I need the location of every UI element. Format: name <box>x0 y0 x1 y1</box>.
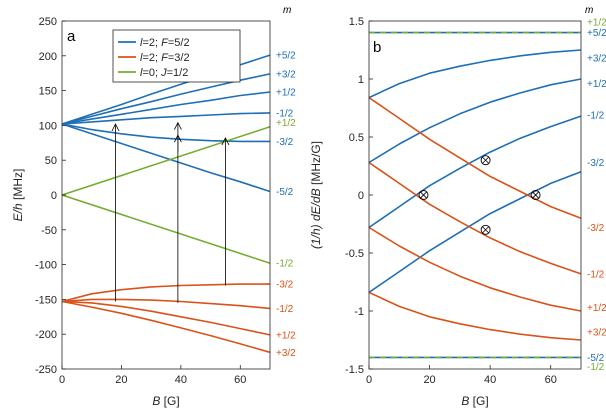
m-label: +3/2 <box>276 348 296 359</box>
series-line-green-7 <box>61 194 271 264</box>
series-line-orange-8 <box>368 226 582 312</box>
y-tick-label: 50 <box>45 155 57 167</box>
series-line-blue-2 <box>368 49 582 99</box>
series-line-orange-11 <box>61 300 271 354</box>
series-line-blue-2 <box>61 91 271 125</box>
panel-b-label: b <box>373 39 381 56</box>
m-label: +1/2 <box>587 79 606 90</box>
crossing-marker-cross-b-0 <box>420 191 427 199</box>
series-line-blue-5 <box>61 123 271 193</box>
y-tick-label: -50 <box>41 225 57 237</box>
y-tick-label: -1.5 <box>345 364 364 376</box>
series-line-blue-4 <box>368 115 582 229</box>
series-line-orange-6 <box>368 96 582 219</box>
panel-b: 0 20 40 60-1.5-1-0.500.511.5 +1/2+5/2+3/2+1/… <box>309 5 606 408</box>
legend: l=2; F=5/2 l=2; F=3/2 l=0; J=1/2 <box>112 29 241 83</box>
series-line-blue-4 <box>61 123 270 143</box>
y-tick-label: -250 <box>35 364 57 376</box>
m-label: -1/2 <box>587 362 605 373</box>
m-label: +5/2 <box>276 51 296 62</box>
x-tick-label: 20 <box>423 374 435 386</box>
crossing-marker-cross-b-3 <box>532 191 540 199</box>
y-tick-label: 150 <box>39 86 57 98</box>
m-label: -3/2 <box>276 137 294 148</box>
legend-entry-l2-f32: l=2; F=3/2 <box>140 52 190 64</box>
x-tick-label: 20 <box>115 374 127 386</box>
x-tick-label: 0 <box>59 374 65 386</box>
transition-arrowhead-3 <box>221 137 230 146</box>
m-label: +1/2 <box>276 87 296 98</box>
y-tick-label: -0.5 <box>345 248 364 260</box>
m-label: +3/2 <box>587 327 606 338</box>
y-tick-label: 0.5 <box>349 132 364 144</box>
panel-b-m-header: m <box>585 5 593 16</box>
panel-b-axes-frame <box>368 20 582 370</box>
m-label: -1/2 <box>587 110 605 121</box>
m-label: -1/2 <box>276 108 294 119</box>
panel-a-label: a <box>67 28 76 45</box>
m-label: +1/2 <box>587 303 606 314</box>
m-label: -3/2 <box>587 223 605 234</box>
series-line-orange-8 <box>61 283 270 303</box>
x-tick-label: 60 <box>545 374 557 386</box>
series-line-blue-5 <box>368 171 582 294</box>
series-line-green-6 <box>61 126 271 196</box>
transition-arrowhead-1 <box>174 121 182 130</box>
m-label: +1/2 <box>276 330 296 341</box>
y-tick-label: 250 <box>39 16 57 28</box>
x-tick-label: 40 <box>175 374 187 386</box>
legend-box <box>112 29 241 83</box>
crossing-marker-0 <box>418 190 429 200</box>
series-line-orange-9 <box>368 291 582 341</box>
panel-a-x-axis-label: B [G] <box>152 394 179 408</box>
crossing-marker-cross-b-2 <box>482 226 490 234</box>
m-label: +3/2 <box>587 54 606 65</box>
panel-b-x-axis-label: B [G] <box>461 394 488 408</box>
series-line-blue-3 <box>61 112 271 125</box>
panel-a-m-header: m <box>283 5 291 16</box>
y-tick-label: -100 <box>35 260 57 272</box>
y-tick-label: 100 <box>39 120 57 132</box>
y-tick-label: 200 <box>39 51 57 63</box>
m-label: -5/2 <box>587 353 605 364</box>
panel-b-y-axis-label: (1/h) dE/dB [MHz/G] <box>309 141 323 249</box>
m-label: -1/2 <box>587 269 605 280</box>
y-tick-label: -200 <box>35 329 57 341</box>
series-line-orange-7 <box>368 161 582 275</box>
x-tick-label: 0 <box>366 374 372 386</box>
crossing-marker-2 <box>480 224 491 235</box>
y-tick-label: -150 <box>35 294 57 306</box>
panel-a: 0 20 40 60 -250 -200 -150 -100 -50 0 50 100 150 200 25… <box>11 5 296 408</box>
x-tick-label: 40 <box>484 374 496 386</box>
y-tick-label: 1 <box>358 74 364 86</box>
m-label: +3/2 <box>276 69 296 80</box>
m-label: -3/2 <box>587 158 605 169</box>
m-label: +1/2 <box>587 18 606 29</box>
crossing-marker-1 <box>480 155 491 166</box>
transition-arrowhead-0 <box>111 123 120 132</box>
m-label: -1/2 <box>276 304 294 315</box>
series-line-orange-9 <box>61 298 271 310</box>
transition-arrowhead-2 <box>174 134 182 143</box>
m-label: +1/2 <box>276 118 296 129</box>
m-label: -5/2 <box>276 187 294 198</box>
y-tick-label: 1.5 <box>349 16 364 28</box>
legend-entry-l2-f52: l=2; F=5/2 <box>140 37 190 49</box>
panel-a-y-axis-label: E/h [MHz] <box>11 169 25 222</box>
m-label: +5/2 <box>587 28 606 39</box>
legend-entry-l0-j12: l=0; J=1/2 <box>140 67 188 79</box>
y-tick-label: 0 <box>51 190 57 202</box>
m-label: -3/2 <box>276 280 294 291</box>
crossing-marker-cross-b-1 <box>482 156 490 164</box>
series-line-orange-10 <box>61 300 271 336</box>
x-tick-label: 60 <box>234 374 246 386</box>
m-label: -1/2 <box>276 259 294 270</box>
y-tick-label: -1 <box>354 306 364 318</box>
crossing-marker-3 <box>530 190 541 200</box>
series-line-blue-3 <box>368 78 582 164</box>
y-tick-label: 0 <box>358 190 364 202</box>
